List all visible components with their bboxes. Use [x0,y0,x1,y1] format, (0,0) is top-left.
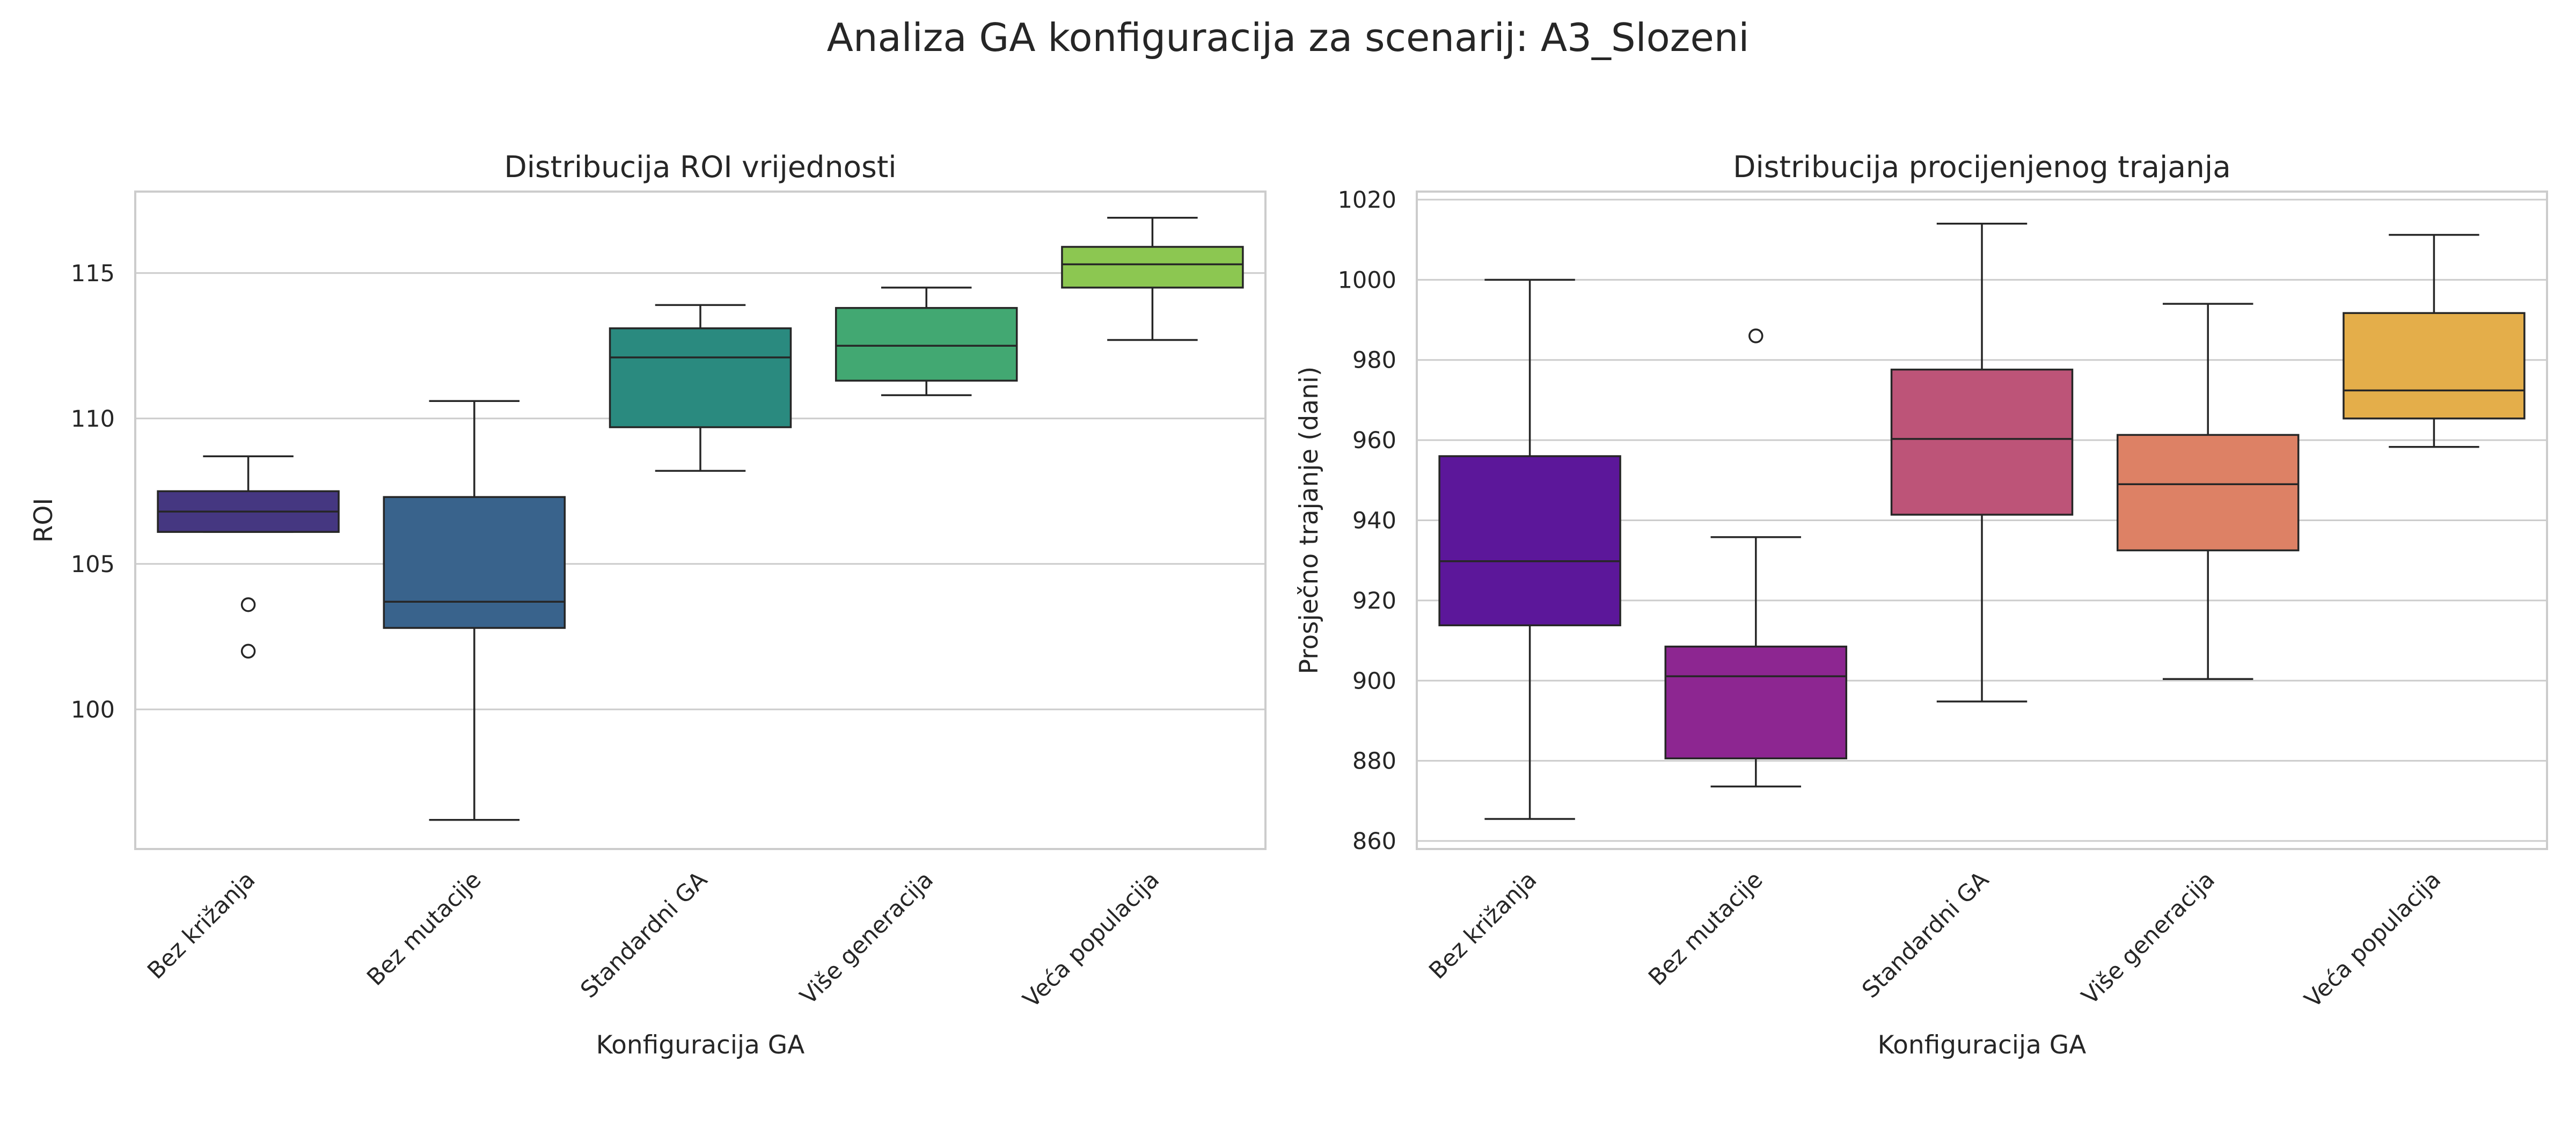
duration-xtick-label: Standardni GA [1857,866,1994,1004]
duration-ytick-label: 920 [1352,588,1396,614]
roi-outlier [240,643,256,659]
roi-box [835,307,1018,382]
duration-subplot: 860 880 900 920 940 960 980 1000 1020 Bez križanj… [1294,150,2548,1060]
duration-axes-frame [1416,191,2548,850]
roi-subplot: 100 105 110 115 Bez križanja Bez mutacije Stan… [29,150,1267,1060]
roi-xlabel: Konfiguracija GA [596,1030,805,1060]
roi-title: Distribucija ROI vrijednosti [504,150,896,184]
roi-xtick-label: Standardni GA [575,866,713,1004]
duration-ytick-label: 880 [1352,748,1396,775]
roi-xtick-label: Veća populacija [1018,866,1165,1013]
roi-xtick-label: Više generacija [795,866,939,1010]
roi-axes-frame [134,191,1267,850]
duration-xtick-label: Više generacija [2076,866,2220,1010]
duration-ytick-label: 1000 [1338,267,1396,294]
roi-box [383,496,566,629]
figure-suptitle: Analiza GA konfiguracija za scenarij: A3… [827,15,1750,60]
duration-ytick-label: 940 [1352,508,1396,535]
duration-box [1438,455,1621,626]
duration-ytick-label: 980 [1352,347,1396,374]
duration-xtick-label: Veća populacija [2300,866,2446,1013]
duration-xlabel: Konfiguracija GA [1878,1030,2087,1060]
roi-xtick-label: Bez križanja [142,866,260,984]
duration-ytick-label: 960 [1352,427,1396,454]
duration-ytick-label: 900 [1352,668,1396,694]
duration-xtick-label: Bez križanja [1424,866,1542,984]
roi-box [609,327,792,428]
duration-ylabel: Prosječno trajanje (dani) [1294,367,1324,675]
duration-xtick-label: Bez mutacije [1643,866,1768,991]
duration-title: Distribucija procijenjenog trajanja [1733,150,2231,184]
roi-ytick-label: 110 [71,406,115,433]
roi-xtick-label: Bez mutacije [362,866,486,991]
duration-box [1890,368,2074,516]
roi-outlier [240,597,256,612]
duration-ytick-label: 860 [1352,828,1396,855]
roi-ytick-label: 115 [71,260,115,287]
duration-box [2343,312,2526,420]
duration-outlier [1748,328,1763,343]
duration-box [1664,646,1848,759]
roi-box [1061,246,1244,289]
duration-ytick-label: 1020 [1338,187,1396,214]
roi-ytick-label: 105 [71,551,115,578]
duration-box [2116,434,2300,552]
roi-ytick-label: 100 [71,697,115,723]
roi-ylabel: ROI [29,498,58,543]
